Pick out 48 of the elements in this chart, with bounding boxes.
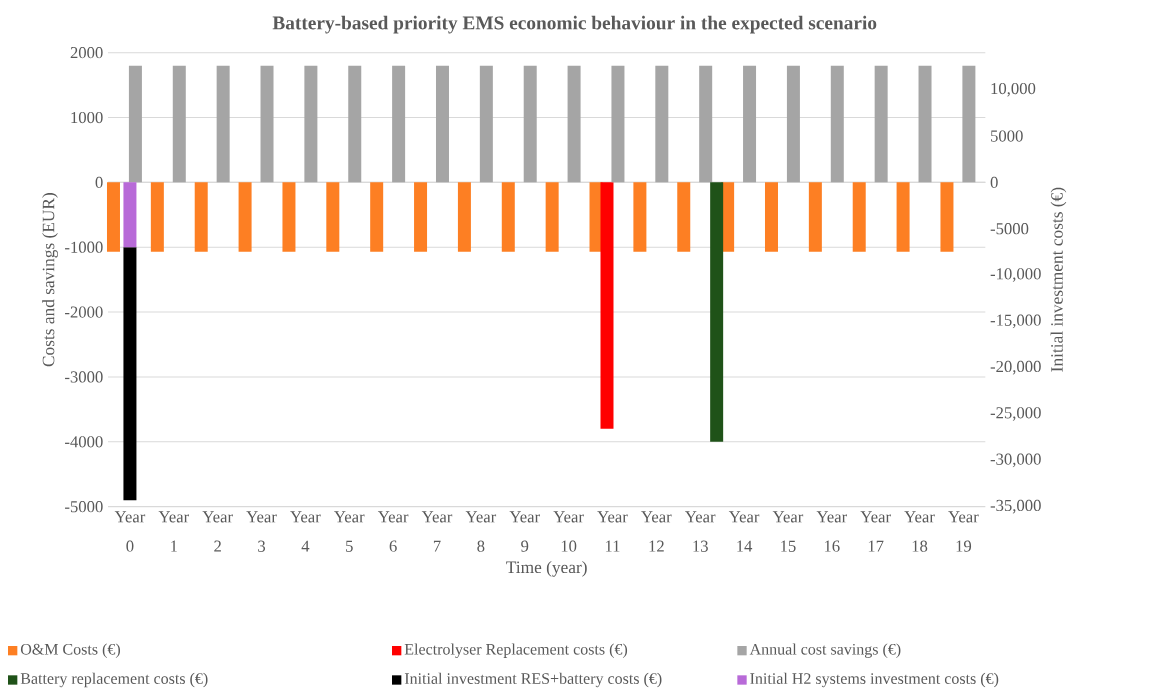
legend-label: Initial H2 systems investment costs (€)	[750, 672, 999, 688]
y2-tick-label: -25,000	[990, 407, 1041, 422]
x-tick-label: Year 7	[421, 511, 453, 552]
y2-tick-label: -20,000	[990, 361, 1041, 375]
y2-axis-title: Initial investment costs (€)	[1050, 187, 1067, 372]
y-tick-label: -3000	[65, 371, 103, 383]
x-tick-label: Year 19	[948, 511, 979, 552]
y-tick-label: 1000	[71, 112, 103, 124]
x-tick-label: Year 15	[772, 511, 804, 552]
legend-label: O&M Costs (€)	[20, 643, 121, 659]
y2-tick-label: -5000	[990, 223, 1029, 235]
x-tick-label: Year 17	[860, 511, 891, 552]
x-tick-label: Year 8	[465, 511, 497, 552]
legend-label: Battery replacement costs (€)	[20, 672, 208, 688]
y-tick-label: -5000	[65, 501, 103, 513]
x-tick-label: Year 11	[597, 511, 628, 552]
x-tick-label: Year 3	[246, 511, 277, 552]
x-tick-label: Year 0	[114, 511, 146, 552]
y2-tick-label: -35,000	[990, 500, 1041, 514]
x-tick-label: Year 9	[509, 511, 540, 552]
x-tick-label: Year 14	[728, 511, 760, 552]
x-tick-label: Year 16	[816, 511, 848, 552]
legend-label: Initial investment RES+battery costs (€)	[404, 672, 662, 688]
x-tick-label: Year 10	[553, 511, 584, 552]
y-tick-label: -2000	[65, 306, 103, 318]
legend-label: Electrolyser Replacement costs (€)	[404, 643, 628, 659]
x-tick-label: Year 12	[641, 511, 672, 552]
y2-tick-label: -10,000	[990, 268, 1041, 283]
x-tick-label: Year 4	[290, 511, 321, 552]
y-tick-label: -1000	[65, 241, 103, 254]
x-axis-title: Time (year)	[506, 561, 587, 577]
x-tick-label: Year 5	[334, 511, 365, 552]
y2-tick-label: -30,000	[990, 453, 1041, 468]
y2-tick-label: -15,000	[990, 314, 1041, 329]
chart-title: Battery-based priority EMS economic behaviour in the expected scenario	[272, 16, 877, 34]
x-tick-label: Year 6	[377, 511, 409, 552]
x-tick-label: Year 13	[685, 511, 716, 552]
x-tick-label: Year 1	[158, 511, 190, 552]
y2-tick-label: 0	[990, 176, 998, 189]
y2-tick-label: 10,000	[991, 83, 1036, 97]
x-tick-label: Year 18	[904, 511, 935, 552]
y2-tick-label: 5000	[991, 130, 1023, 142]
y-tick-label: 0	[95, 176, 103, 189]
legend-label: Annual cost savings (€)	[749, 643, 901, 659]
y-tick-label: -4000	[65, 436, 103, 448]
x-tick-label: Year 2	[202, 511, 233, 552]
y-axis-title: Costs and savings (EUR)	[42, 193, 58, 367]
y-tick-label: 2000	[70, 47, 103, 59]
